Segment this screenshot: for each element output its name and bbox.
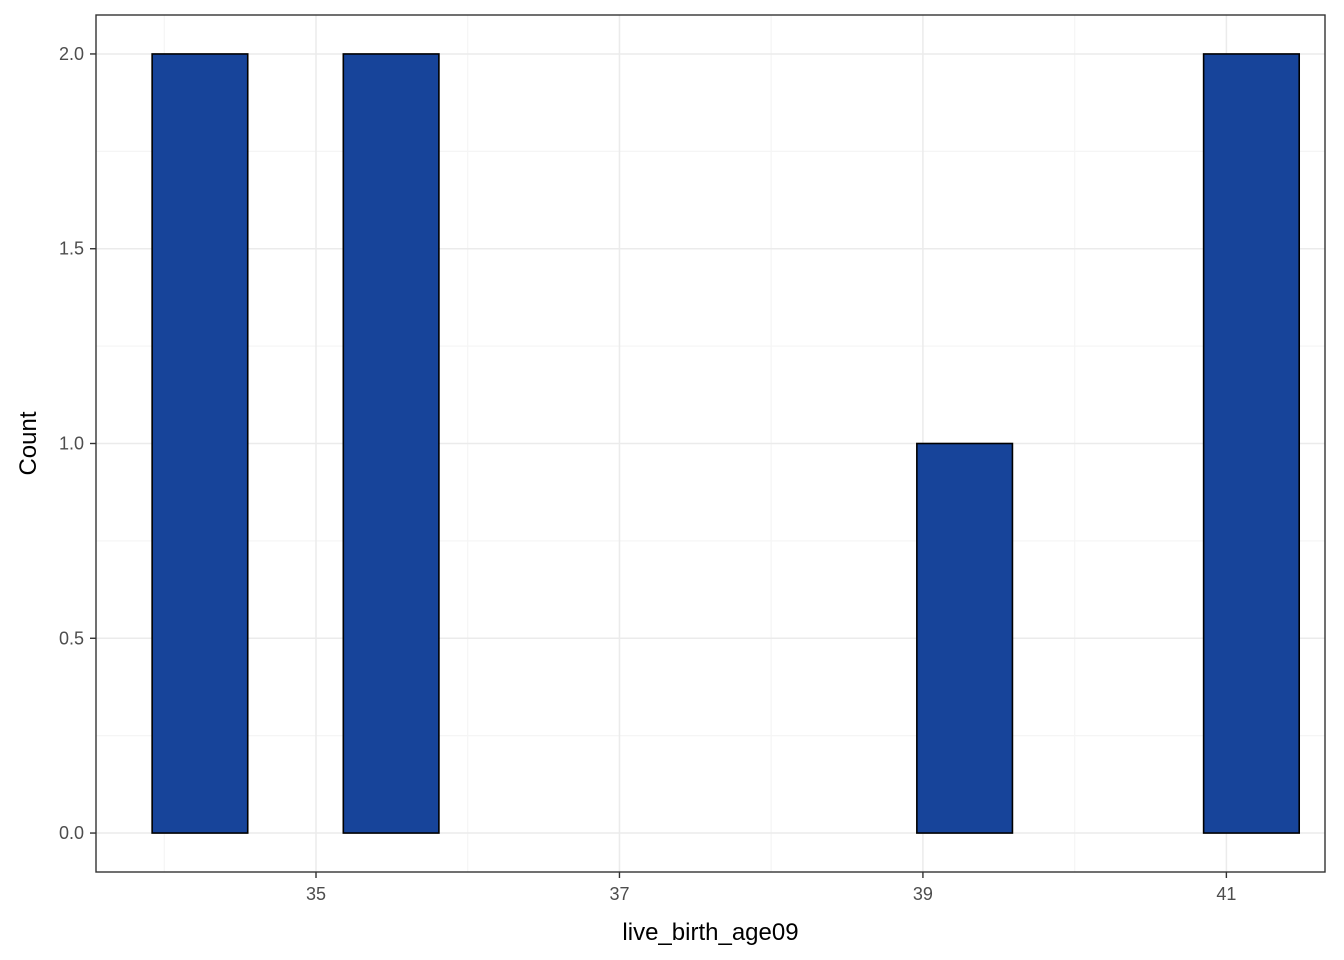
x-tick-label: 35: [306, 884, 326, 904]
histogram-bar-1: [151, 53, 249, 834]
y-tick-label: 0.5: [59, 628, 84, 648]
y-tick-label: 0.0: [59, 823, 84, 843]
x-tick-label: 37: [609, 884, 629, 904]
y-tick-label: 1.5: [59, 239, 84, 259]
x-axis: 35 37 39 41: [306, 872, 1236, 904]
histogram-bar-12: [1202, 53, 1301, 834]
histogram-bar-3: [342, 53, 440, 834]
x-tick-label: 41: [1216, 884, 1236, 904]
y-axis: 0.0 0.5 1.0 1.5 2.0: [59, 44, 96, 843]
x-axis-title: live_birth_age09: [622, 919, 798, 946]
histogram-bar-9: [916, 442, 1014, 834]
grid-major: [96, 15, 1325, 872]
y-tick-label: 2.0: [59, 44, 84, 64]
x-tick-label: 39: [913, 884, 933, 904]
y-tick-label: 1.0: [59, 434, 84, 454]
y-axis-title: Count: [15, 411, 42, 475]
grid-minor: [96, 15, 1325, 872]
bars: [151, 53, 1301, 834]
